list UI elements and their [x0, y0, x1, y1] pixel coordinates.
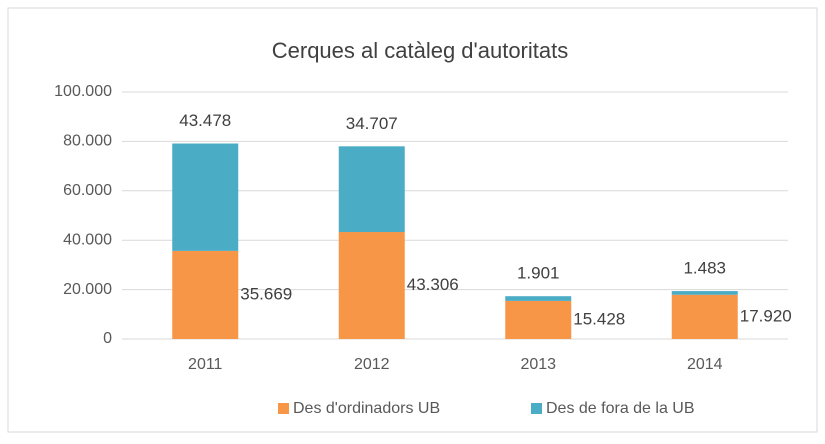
bar-segment: [505, 296, 572, 301]
data-label: 43.306: [407, 275, 459, 294]
bar-segment: [505, 300, 572, 339]
bar-segment: [671, 294, 738, 339]
legend-label: Des de fora de la UB: [546, 400, 695, 417]
data-label: 15.428: [573, 309, 625, 328]
y-tick-label: 80.000: [63, 133, 112, 150]
data-label: 17.920: [740, 306, 792, 325]
x-tick-label: 2012: [354, 356, 390, 373]
chart-title: Cerques al catàleg d'autoritats: [272, 38, 568, 63]
x-tick-label: 2014: [687, 356, 723, 373]
x-tick-label: 2011: [188, 356, 223, 373]
y-tick-label: 20.000: [63, 281, 112, 298]
legend-swatch: [531, 403, 542, 414]
data-label: 35.669: [240, 284, 292, 303]
y-tick-label: 60.000: [63, 182, 112, 199]
y-tick-label: 40.000: [63, 231, 112, 248]
bar-segment: [671, 291, 738, 295]
bar-segment: [172, 250, 239, 339]
legend-swatch: [278, 403, 289, 414]
legend-label: Des d'ordinadors UB: [293, 400, 440, 417]
y-tick-label: 0: [103, 330, 112, 347]
x-tick-label: 2013: [520, 356, 556, 373]
y-tick-label: 100.000: [54, 83, 112, 100]
bar-segment: [172, 143, 239, 251]
bar-segment: [338, 146, 405, 233]
chart-frame: [7, 7, 818, 433]
data-label: 1.901: [517, 264, 560, 283]
data-label: 43.478: [179, 111, 231, 130]
bar-segment: [338, 232, 405, 339]
data-label: 34.707: [346, 114, 398, 133]
data-label: 1.483: [683, 259, 726, 278]
